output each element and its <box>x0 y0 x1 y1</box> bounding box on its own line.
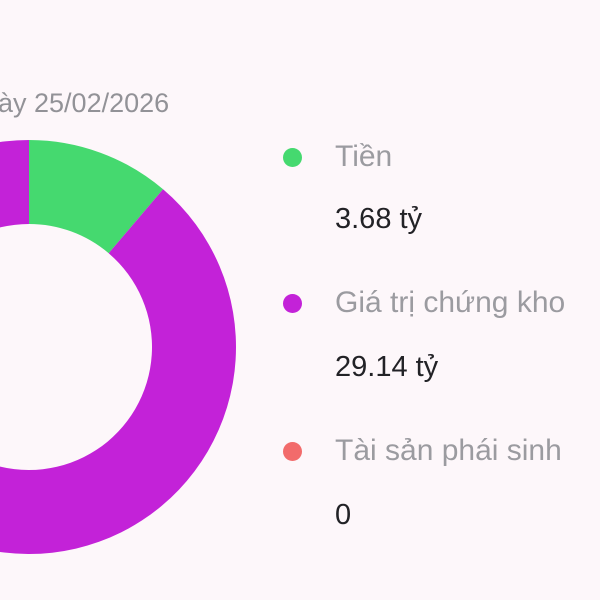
legend-label: Tài sản phái sinh <box>335 434 562 467</box>
report-date: ày 25/02/2026 <box>0 88 170 118</box>
donut-slice-1 <box>0 140 236 554</box>
donut-slice-0 <box>29 140 164 254</box>
legend-label: Tiền <box>335 140 393 173</box>
legend-dot-icon <box>283 148 302 167</box>
legend-value: 29.14 tỷ <box>335 351 439 383</box>
legend-dot-icon <box>283 442 302 461</box>
legend-dot-icon <box>283 294 302 313</box>
legend-value: 0 <box>335 499 352 531</box>
legend-value: 3.68 tỷ <box>335 203 423 235</box>
legend-label: Giá trị chứng kho <box>335 286 566 319</box>
